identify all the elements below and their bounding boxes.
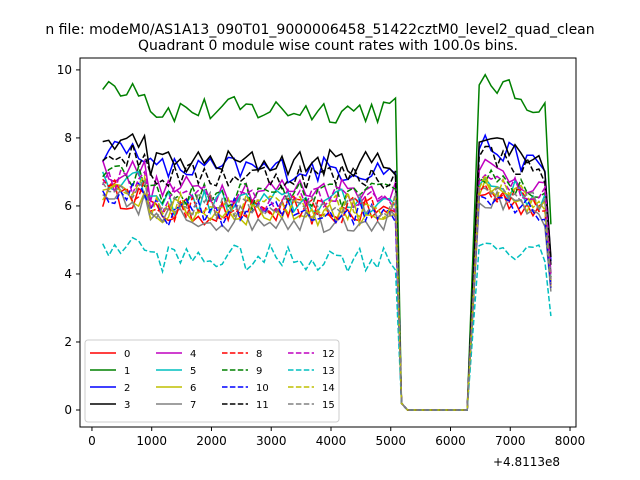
legend-label-8: 8 [256,349,262,360]
y-tick-label: 4 [64,267,72,281]
series-line-8 [102,176,552,411]
x-tick-label: 4000 [316,434,347,448]
legend-label-12: 12 [322,349,335,360]
y-tick-label: 0 [64,403,72,417]
x-tick-label: 7000 [495,434,526,448]
series-line-13 [102,236,552,411]
y-tick-label: 10 [57,63,72,77]
series-line-11 [102,141,552,411]
series-line-10 [102,182,552,411]
legend-label-10: 10 [256,383,269,394]
legend-label-1: 1 [124,366,130,377]
series-line-1 [102,73,552,411]
y-tick-label: 8 [64,131,72,145]
x-tick-label: 5000 [375,434,406,448]
y-tick-label: 6 [64,199,72,213]
figure-suptitle: n file: modeM0/AS1A13_090T01_9000006458_… [45,22,594,38]
legend-box [84,339,340,423]
y-axis: 0 2 4 6 8 10 [57,63,80,417]
legend-label-13: 13 [322,366,335,377]
legend-label-0: 0 [124,349,130,360]
chart-title: Quadrant 0 module wise count rates with … [138,38,518,54]
legend-label-7: 7 [190,400,196,411]
legend-label-3: 3 [124,400,130,411]
x-axis: 0 1000 2000 3000 4000 5000 6000 7000 8000 [88,427,585,448]
axes-frame [79,57,577,428]
x-tick-label: 0 [88,434,96,448]
legend-label-9: 9 [256,366,262,377]
legend-label-11: 11 [256,400,269,411]
x-tick-label: 1000 [136,434,167,448]
series-line-15 [102,178,552,411]
legend-label-6: 6 [190,383,196,394]
x-tick-label: 3000 [256,434,287,448]
legend-label-15: 15 [322,400,335,411]
x-offset-label: +4.8113e8 [493,455,560,469]
y-tick-label: 2 [64,335,72,349]
x-tick-label: 8000 [555,434,586,448]
plot-area [101,73,552,411]
legend-label-4: 4 [190,349,196,360]
legend-label-5: 5 [190,366,196,377]
x-tick-label: 6000 [435,434,466,448]
x-tick-label: 2000 [196,434,227,448]
legend-label-14: 14 [322,383,335,394]
series-line-14 [102,173,552,411]
legend-label-2: 2 [124,383,130,394]
